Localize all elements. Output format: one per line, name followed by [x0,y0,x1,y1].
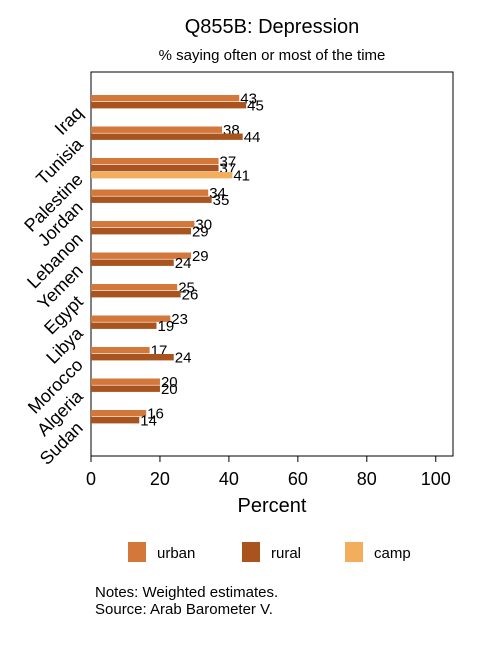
legend-swatch-camp [345,542,363,562]
bar-urban [91,347,150,354]
data-label: 16 [147,406,164,423]
legend-label: rural [271,545,301,562]
legend-label: camp [374,545,411,562]
x-tick-label: 40 [219,469,239,489]
bar-rural [91,417,140,424]
bar-rural [91,133,243,140]
bar-urban [91,410,147,417]
legend-swatch-urban [128,542,146,562]
bar-rural [91,102,247,109]
data-label: 30 [195,217,212,234]
data-label: 24 [175,350,192,367]
data-label: 29 [192,224,209,241]
bar-rural [91,354,174,361]
bar-rural [91,165,219,172]
data-label: 45 [247,98,264,115]
legend: urban rural camp [128,542,411,562]
data-label: 37 [220,154,237,171]
x-axis-label: Percent [238,495,307,517]
bar-rural [91,259,174,266]
notes-block: Notes: Weighted estimates. Source: Arab … [95,584,278,618]
bar-rural [91,196,212,203]
x-tick-label: 0 [86,469,96,489]
data-label: 26 [182,287,199,304]
legend-swatch-rural [242,542,260,562]
x-tick-label: 20 [150,469,170,489]
bar-urban [91,158,219,165]
x-tick-label: 100 [421,469,451,489]
bar-urban [91,378,160,385]
country-label: Iraq [51,103,87,139]
data-label: 24 [175,255,192,272]
x-tick-label: 60 [288,469,308,489]
bar-rural [91,385,160,392]
country-labels: IraqTunisiaPalestineJordanLebanonYemenEg… [20,103,87,469]
data-label: 35 [213,192,230,209]
bar-urban [91,252,191,259]
x-tick-label: 80 [357,469,377,489]
bar-urban [91,221,195,228]
bar-urban [91,284,178,291]
data-label: 14 [140,413,157,430]
chart-title: Q855B: Depression [185,16,360,38]
x-axis: 0 20 40 60 80 100 [86,456,451,489]
bar-urban [91,189,209,196]
data-label: 25 [178,280,195,297]
bar-urban [91,315,171,322]
legend-label: urban [157,545,195,562]
source-line: Source: Arab Barometer V. [95,601,273,618]
data-label: 20 [161,374,178,391]
data-label: 23 [171,311,188,328]
data-label: 19 [158,318,175,335]
data-label: 41 [233,168,250,185]
bar-rural [91,291,181,298]
bar-rural [91,228,191,235]
chart-subtitle: % saying often or most of the time [159,47,386,64]
bar-urban [91,95,240,102]
data-label: 29 [192,248,209,265]
bar-rural [91,322,157,329]
data-label: 34 [209,185,226,202]
data-label: 44 [244,129,261,146]
bar-urban [91,126,223,133]
data-label: 20 [161,381,178,398]
notes-line: Notes: Weighted estimates. [95,584,279,601]
bar-camp [91,172,233,179]
